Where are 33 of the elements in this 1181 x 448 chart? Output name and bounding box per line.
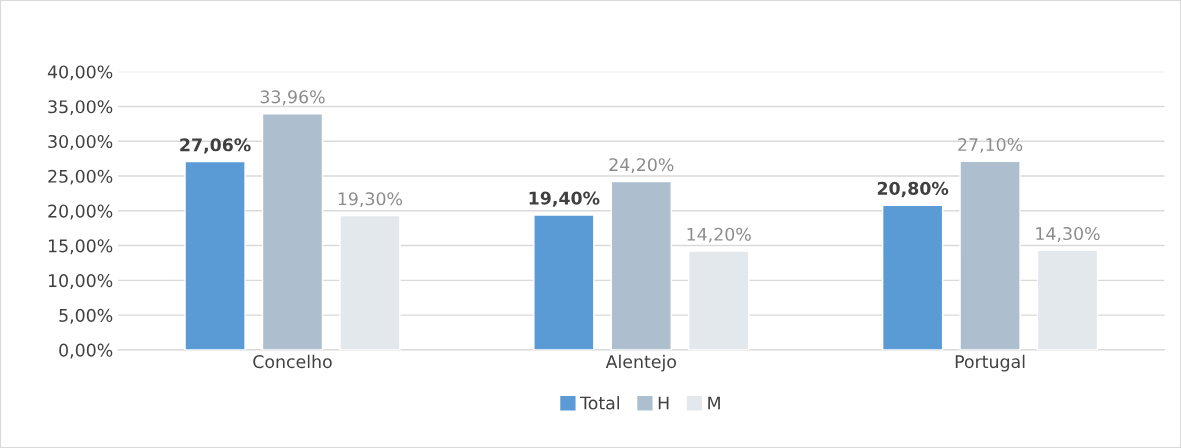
bar bbox=[339, 214, 401, 350]
bar bbox=[533, 214, 595, 350]
y-tick-label: 25,00% bbox=[48, 169, 113, 185]
data-label: 19,40% bbox=[529, 191, 600, 207]
y-tick-label: 40,00% bbox=[47, 65, 113, 81]
data-label: 19,30% bbox=[338, 192, 403, 208]
data-label: 33,96% bbox=[260, 90, 325, 106]
y-tick-label: 5,00% bbox=[59, 308, 113, 324]
y-tick-label: 10,00% bbox=[48, 274, 113, 289]
legend-label: Total bbox=[580, 396, 619, 410]
data-label: 14,30% bbox=[1036, 226, 1100, 242]
bar bbox=[688, 250, 750, 350]
y-tick-label: 30,00% bbox=[48, 134, 113, 150]
y-tick-label: 35,00% bbox=[48, 100, 113, 116]
y-tick-label: 15,00% bbox=[48, 239, 113, 255]
bar bbox=[1036, 249, 1099, 350]
bar bbox=[610, 180, 672, 350]
x-tick-label: Alentejo bbox=[605, 354, 676, 372]
data-label: 14,20% bbox=[687, 227, 751, 243]
x-tick-label: Concelho bbox=[253, 354, 332, 369]
x-tick-label: Portugal bbox=[955, 354, 1025, 372]
bar bbox=[261, 112, 324, 350]
data-label: 27,06% bbox=[180, 138, 251, 154]
y-tick-label: 20,00% bbox=[48, 204, 113, 220]
data-label: 20,80% bbox=[877, 181, 949, 198]
y-tick-label: 0,00% bbox=[59, 343, 113, 359]
data-label: 27,10% bbox=[958, 137, 1023, 153]
bar bbox=[959, 160, 1021, 350]
bar bbox=[184, 160, 246, 350]
legend-label: H bbox=[658, 396, 669, 410]
data-label: 24,20% bbox=[609, 158, 674, 174]
legend-label: M bbox=[708, 396, 720, 410]
bar bbox=[881, 204, 944, 350]
